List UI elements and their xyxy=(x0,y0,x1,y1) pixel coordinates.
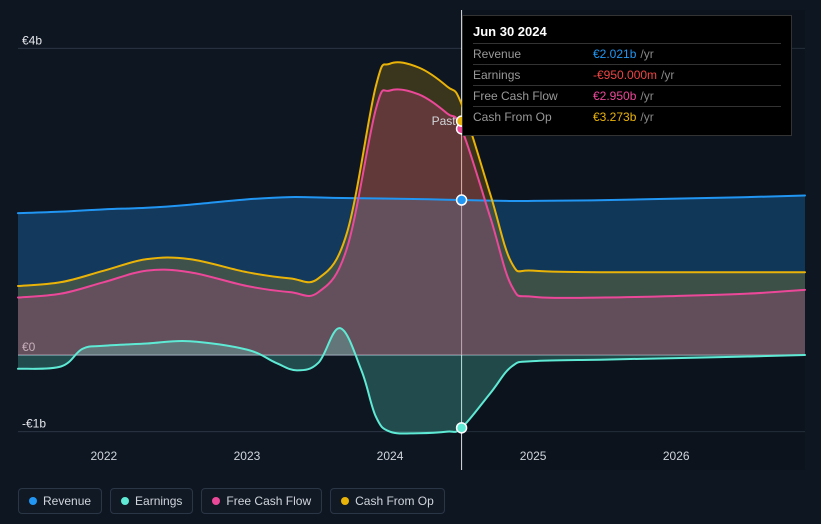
legend-label: Cash From Op xyxy=(355,494,434,508)
tooltip-row-label: Earnings xyxy=(473,68,593,82)
svg-text:Past: Past xyxy=(432,114,457,128)
tooltip-row-label: Cash From Op xyxy=(473,110,593,124)
tooltip-row: Earnings-€950.000m/yr xyxy=(473,65,781,86)
legend-label: Revenue xyxy=(43,494,91,508)
svg-text:2024: 2024 xyxy=(377,449,404,463)
legend-item[interactable]: Revenue xyxy=(18,488,102,514)
tooltip-row-unit: /yr xyxy=(640,110,653,124)
legend-dot-icon xyxy=(121,497,129,505)
legend-item[interactable]: Free Cash Flow xyxy=(201,488,322,514)
tooltip-row-unit: /yr xyxy=(661,68,674,82)
svg-text:2023: 2023 xyxy=(234,449,261,463)
svg-text:2026: 2026 xyxy=(663,449,690,463)
svg-text:2025: 2025 xyxy=(520,449,547,463)
tooltip-row-label: Revenue xyxy=(473,47,593,61)
tooltip-row-value: -€950.000m xyxy=(593,68,657,82)
legend-label: Earnings xyxy=(135,494,182,508)
legend-dot-icon xyxy=(212,497,220,505)
chart-tooltip: Jun 30 2024 Revenue€2.021b/yrEarnings-€9… xyxy=(462,15,792,136)
chart-legend: Revenue Earnings Free Cash Flow Cash From O… xyxy=(18,488,445,514)
tooltip-row: Revenue€2.021b/yr xyxy=(473,44,781,65)
tooltip-row-unit: /yr xyxy=(640,47,653,61)
legend-dot-icon xyxy=(341,497,349,505)
svg-text:-€1b: -€1b xyxy=(22,417,46,431)
legend-item[interactable]: Earnings xyxy=(110,488,193,514)
tooltip-title: Jun 30 2024 xyxy=(473,24,781,44)
legend-item[interactable]: Cash From Op xyxy=(330,488,445,514)
tooltip-row-unit: /yr xyxy=(640,89,653,103)
tooltip-row-value: €2.950b xyxy=(593,89,636,103)
svg-text:2022: 2022 xyxy=(91,449,118,463)
tooltip-row: Free Cash Flow€2.950b/yr xyxy=(473,86,781,107)
tooltip-row-value: €2.021b xyxy=(593,47,636,61)
tooltip-row-label: Free Cash Flow xyxy=(473,89,593,103)
financials-chart: €4b€0-€1b20222023202420252026PastAnalyst… xyxy=(0,0,821,524)
svg-text:€4b: €4b xyxy=(22,33,42,47)
legend-label: Free Cash Flow xyxy=(226,494,311,508)
tooltip-row: Cash From Op€3.273b/yr xyxy=(473,107,781,127)
tooltip-row-value: €3.273b xyxy=(593,110,636,124)
legend-dot-icon xyxy=(29,497,37,505)
tooltip-rows: Revenue€2.021b/yrEarnings-€950.000m/yrFr… xyxy=(473,44,781,127)
